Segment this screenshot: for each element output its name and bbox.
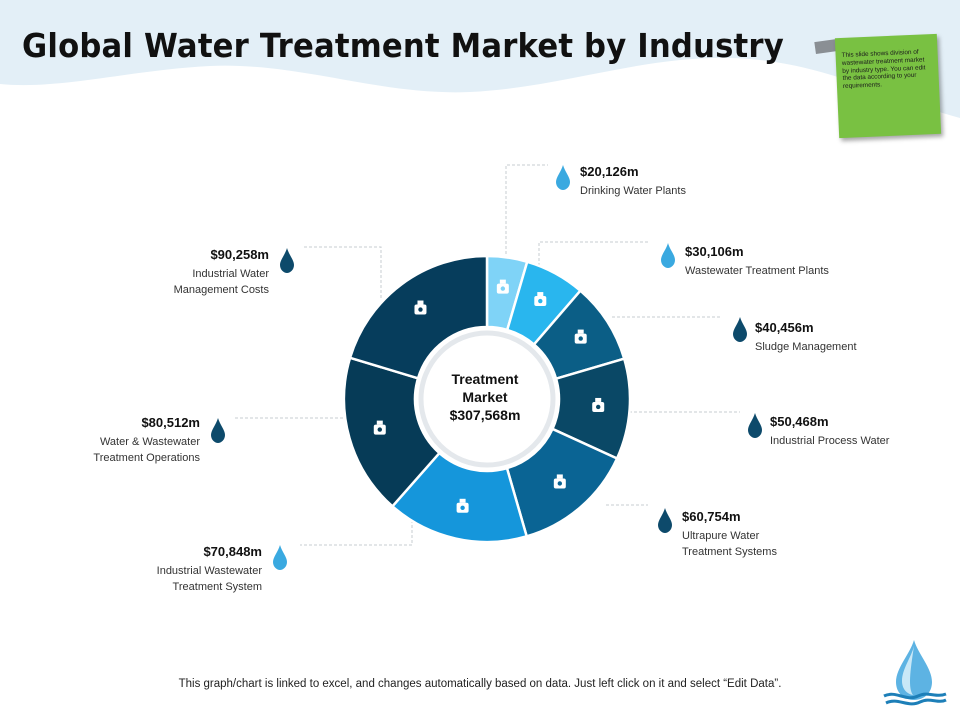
slice-category: Ultrapure Water xyxy=(682,530,760,542)
slice-category: Industrial Water xyxy=(192,268,269,280)
leader-lines xyxy=(235,164,740,546)
center-label-line-3: $307,568m xyxy=(450,407,521,423)
leader-line xyxy=(505,164,548,259)
faucet-gear-icon xyxy=(553,474,566,489)
filter-tank-icon xyxy=(534,292,547,307)
slice-value: $70,848m xyxy=(203,544,262,559)
plumbing-icon xyxy=(373,420,386,435)
slice-category: Industrial Process Water xyxy=(770,435,890,447)
slice-value: $50,468m xyxy=(770,414,829,429)
slice-labels: $20,126m Drinking Water Plants $30,106m Was… xyxy=(93,164,889,593)
water-drop-icon xyxy=(733,317,747,342)
water-drop-icon xyxy=(556,165,570,190)
slice-label-2: $40,456m Sludge Management xyxy=(755,320,857,353)
leader-line xyxy=(300,520,413,546)
slice-value: $80,512m xyxy=(141,415,200,430)
footer-note: This graph/chart is linked to excel, and… xyxy=(178,678,782,690)
water-drop-icon xyxy=(748,413,762,438)
water-drop-logo-icon xyxy=(883,640,947,706)
slice-value: $60,754m xyxy=(682,509,741,524)
water-drop-icon xyxy=(273,545,287,570)
water-drop-icon xyxy=(280,248,294,273)
slice-category: Treatment Systems xyxy=(682,546,777,558)
leader-line xyxy=(538,241,650,266)
slice-label-4: $60,754m Ultrapure Water Treatment Systems xyxy=(682,509,777,558)
slice-value: $40,456m xyxy=(755,320,814,335)
water-drop-icon xyxy=(658,508,672,533)
slice-category: Treatment System xyxy=(173,581,262,593)
slice-category: Treatment Operations xyxy=(93,452,200,464)
slice-category: Management Costs xyxy=(174,284,270,296)
slice-category: Industrial Wastewater xyxy=(157,565,263,577)
slice-icons xyxy=(373,279,605,513)
slice-label-1: $30,106m Wastewater Treatment Plants xyxy=(685,244,829,277)
slice-label-7: $90,258m Industrial Water Management Costs xyxy=(174,247,270,296)
slice-value: $30,106m xyxy=(685,244,744,259)
slice-value: $20,126m xyxy=(580,164,639,179)
watering-can-icon xyxy=(496,279,509,294)
recycle-icon xyxy=(574,329,587,344)
donut-slices xyxy=(342,254,632,544)
pipe-icon xyxy=(592,397,605,412)
pipe-outflow-icon xyxy=(456,498,469,513)
slice-category: Sludge Management xyxy=(755,341,857,353)
leader-line xyxy=(304,246,382,298)
slice-category: Drinking Water Plants xyxy=(580,185,686,197)
center-label-line-1: Treatment xyxy=(452,371,519,387)
page-title: Global Water Treatment Market by Industr… xyxy=(22,26,784,65)
slice-value: $90,258m xyxy=(210,247,269,262)
center-disc xyxy=(415,327,559,471)
slice-label-0: $20,126m Drinking Water Plants xyxy=(580,164,686,197)
donut-center: Treatment Market $307,568m xyxy=(415,327,559,471)
cost-pie-icon xyxy=(414,300,427,315)
water-drop-icon xyxy=(661,243,675,268)
slice-category: Water & Wastewater xyxy=(100,436,200,448)
slice-category: Wastewater Treatment Plants xyxy=(685,265,829,277)
water-drop-icon xyxy=(211,418,225,443)
slice-label-6: $80,512m Water & Wastewater Treatment Oper… xyxy=(93,415,200,464)
center-label-line-2: Market xyxy=(462,389,507,405)
slice-label-5: $70,848m Industrial Wastewater Treatment S… xyxy=(157,544,263,593)
slice-label-3: $50,468m Industrial Process Water xyxy=(770,414,890,447)
center-ring xyxy=(418,330,556,468)
